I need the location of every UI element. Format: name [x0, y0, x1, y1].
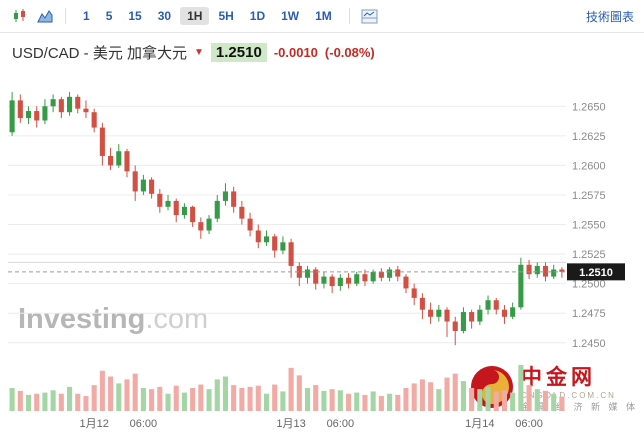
svg-text:1.2525: 1.2525 — [572, 249, 606, 261]
x-axis-labels: 1月12 06:00 1月13 06:00 1月14 06:00 — [79, 418, 542, 430]
svg-text:1.2450: 1.2450 — [572, 338, 606, 350]
timeframe-15[interactable]: 15 — [128, 9, 142, 23]
svg-text:1.2625: 1.2625 — [572, 131, 606, 143]
svg-text:1月12: 1月12 — [79, 418, 108, 430]
svg-text:1.2510: 1.2510 — [579, 267, 613, 279]
svg-text:06:00: 06:00 — [327, 418, 355, 430]
current-price-tag: 1.2510 — [567, 263, 625, 281]
svg-text:1.2475: 1.2475 — [572, 308, 606, 320]
area-chart-type-icon[interactable] — [35, 6, 55, 26]
volume-bars — [9, 365, 565, 411]
price-chart-svg: 1.2450 1.2475 1.2500 1.2525 1.2550 1.2575 1.26… — [8, 92, 625, 430]
toolbar-separator — [65, 8, 66, 24]
svg-text:1.2575: 1.2575 — [572, 190, 606, 202]
cngold-slogan: 金 融 经 济 新 媒 体 — [520, 402, 638, 413]
investing-watermark-suffix: .com — [145, 303, 209, 335]
svg-text:06:00: 06:00 — [515, 418, 543, 430]
investing-watermark-main: Investing — [18, 303, 146, 335]
timeframe-5h[interactable]: 5H — [218, 9, 234, 23]
svg-text:06:00: 06:00 — [130, 418, 158, 430]
timeframe-30[interactable]: 30 — [157, 9, 172, 23]
svg-text:1月13: 1月13 — [276, 418, 305, 430]
svg-text:1.2650: 1.2650 — [572, 101, 606, 113]
y-axis-labels: 1.2450 1.2475 1.2500 1.2525 1.2550 1.2575 1.26… — [572, 101, 606, 350]
instrument-header: USD/CAD - 美元 加拿大元 ▼ 1.2510 -0.0010 (-0.0… — [0, 33, 644, 69]
indicators-panel-icon[interactable] — [360, 6, 380, 26]
price-change: -0.0010 — [273, 45, 318, 60]
timeframe-1[interactable]: 1 — [83, 9, 90, 23]
cngold-domain: CNGOLD.COM.CN — [520, 391, 616, 401]
pair-title: USD/CAD - 美元 加拿大元 — [12, 45, 188, 62]
price-change-percent: (-0.08%) — [324, 45, 375, 60]
cngold-name: 中金网 — [520, 366, 596, 390]
chart-canvas[interactable]: Investing.com 中金网 CNGOLD.COM.CN 金 融 经 济 … — [0, 69, 644, 443]
timeframe-1d[interactable]: 1D — [249, 9, 266, 23]
price-gridlines — [8, 105, 566, 344]
timeframe-1w[interactable]: 1W — [281, 9, 300, 23]
investing-watermark: Investing.com — [18, 303, 208, 336]
timeframe-1m[interactable]: 1M — [315, 9, 332, 23]
timeframe-1h[interactable]: 1H — [180, 7, 210, 25]
timeframe-group: 1 5 15 30 1H 5H 1D 1W 1M — [76, 7, 339, 25]
toolbar-separator — [348, 8, 350, 24]
chart-toolbar: 1 5 15 30 1H 5H 1D 1W 1M 技術圖表 — [0, 0, 644, 33]
price-down-arrow-icon: ▼ — [194, 46, 204, 58]
timeframe-5[interactable]: 5 — [105, 9, 113, 23]
candles-layer — [9, 92, 565, 346]
svg-text:1.2600: 1.2600 — [572, 160, 606, 172]
svg-text:1.2500: 1.2500 — [572, 279, 606, 291]
svg-text:1月14: 1月14 — [465, 418, 494, 430]
candlestick-chart-type-icon[interactable] — [10, 6, 30, 26]
technical-chart-link[interactable]: 技術圖表 — [585, 9, 634, 24]
svg-text:1.2550: 1.2550 — [572, 220, 606, 232]
last-price: 1.2510 — [210, 43, 267, 62]
